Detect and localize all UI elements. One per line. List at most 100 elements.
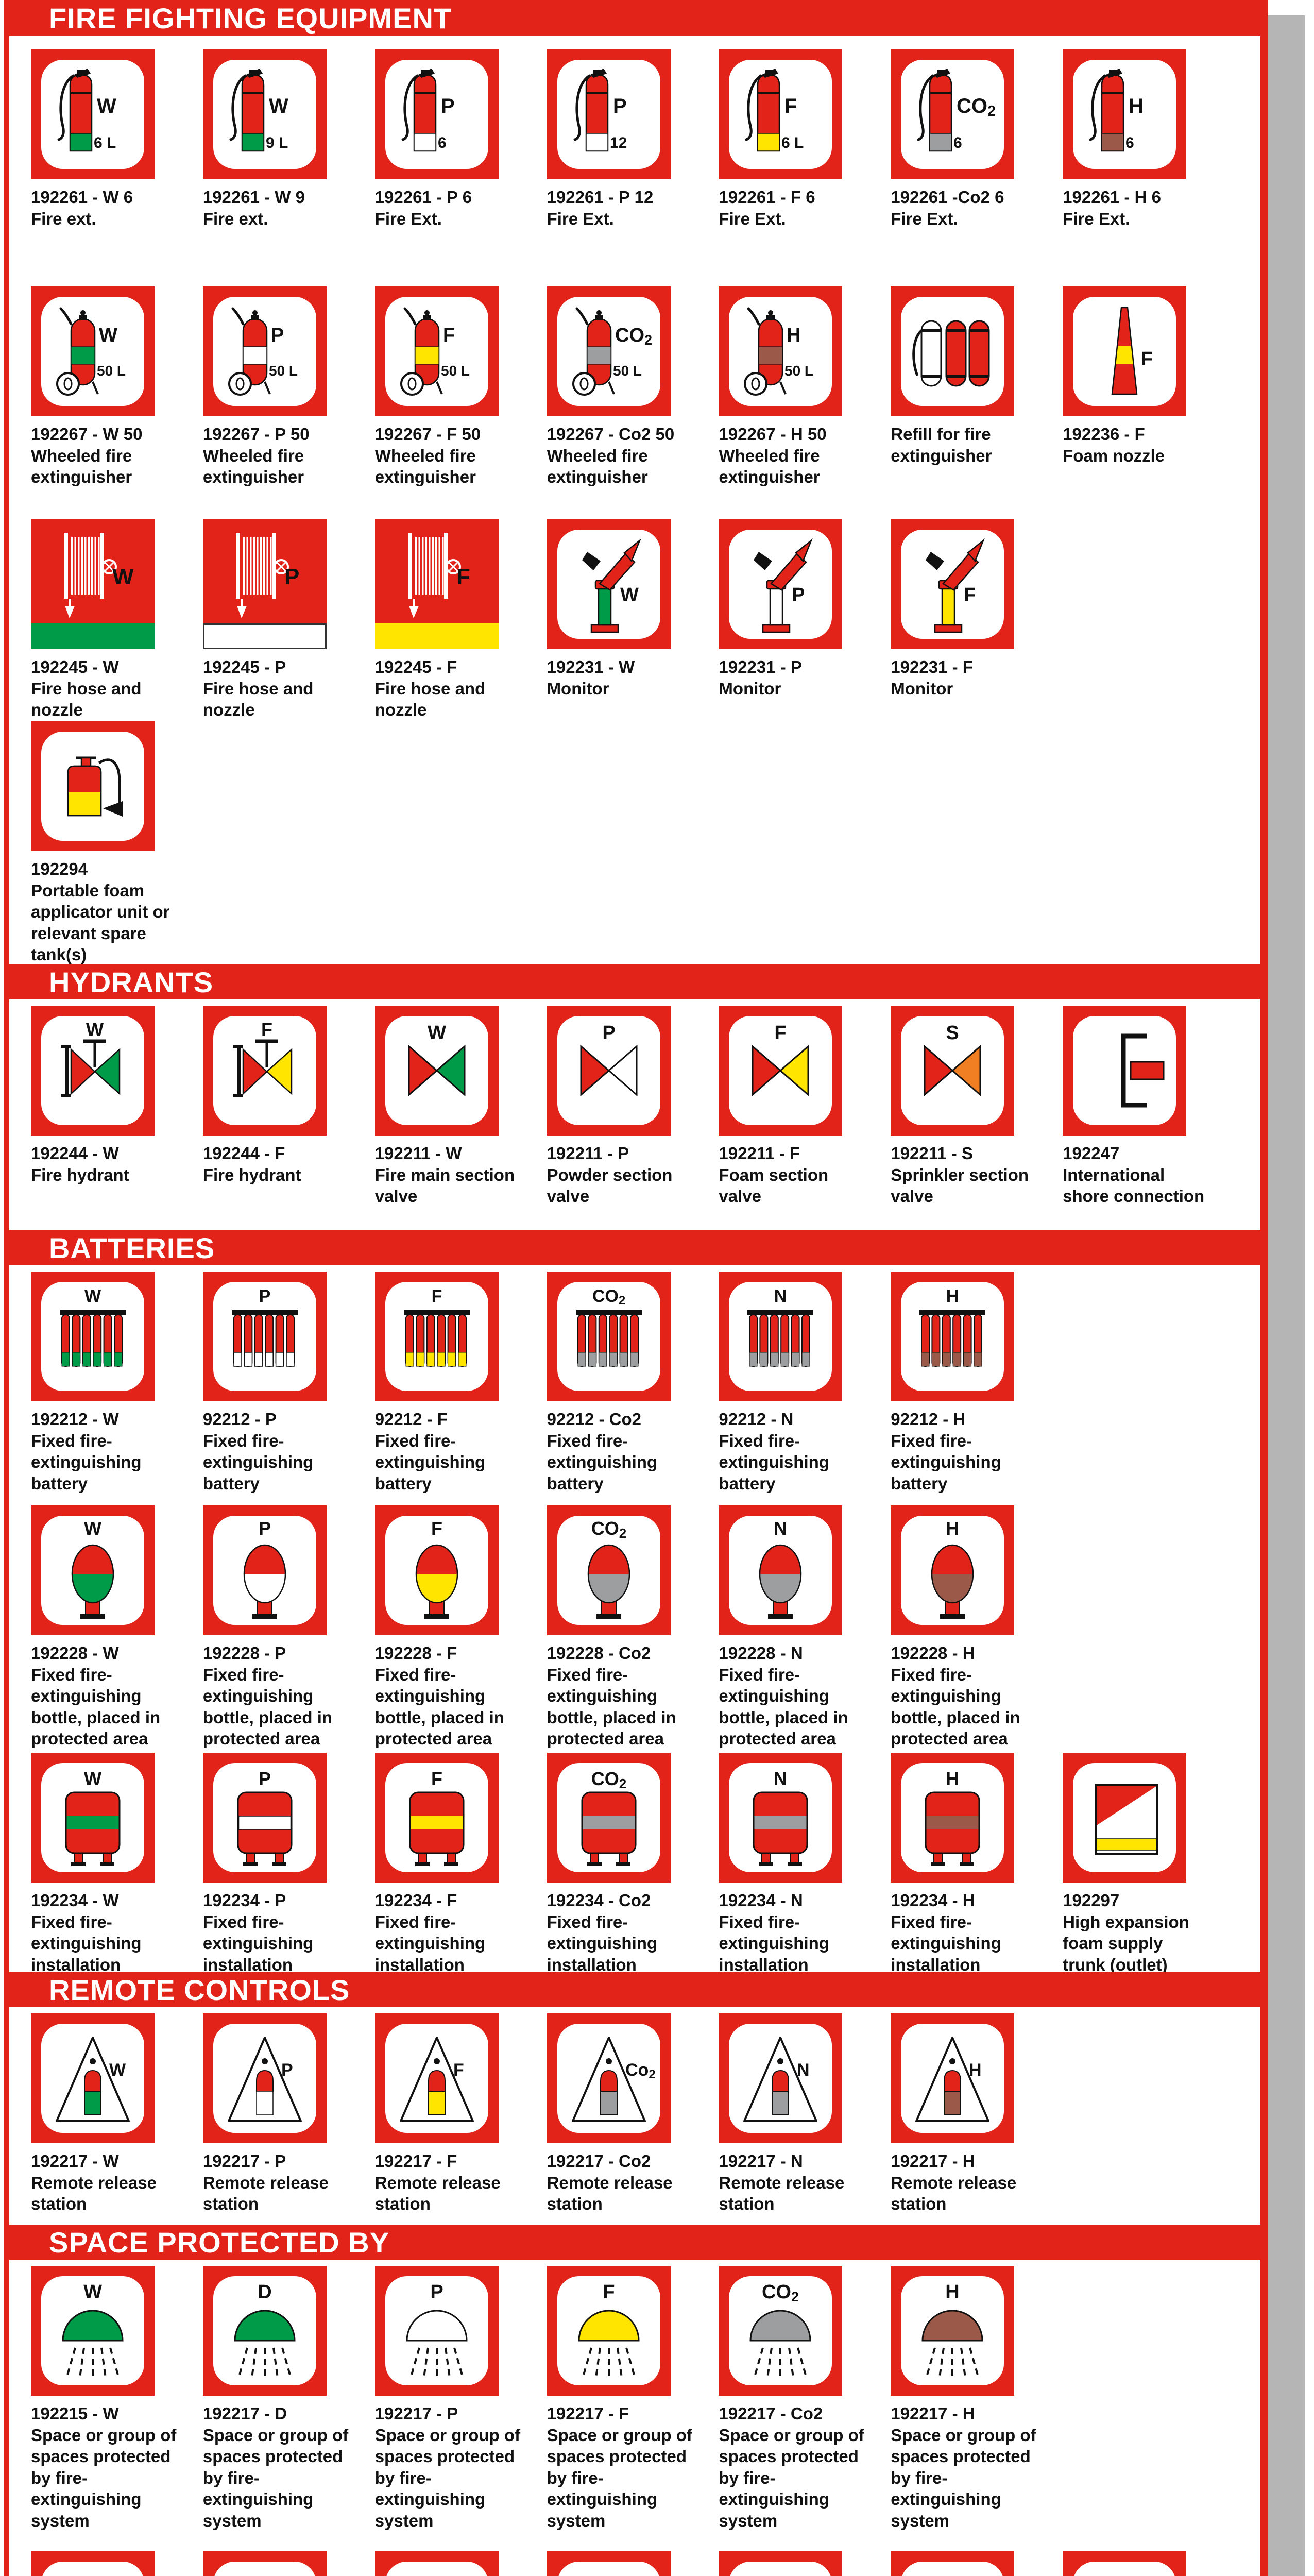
sign-face: W 9 L: [213, 60, 316, 169]
monitor-icon: W: [582, 538, 641, 633]
hose-agent-band: [31, 623, 155, 649]
equipment-item: F 192231 - F Monitor: [891, 519, 1063, 721]
item-label: 192211 - W Fire main section valve: [375, 1143, 522, 1207]
item-name: Remote release station: [202, 2173, 329, 2214]
item-label: 192217 - Co2 Space or group of spaces pr…: [719, 2403, 866, 2531]
remote-release-icon: F: [399, 2037, 474, 2122]
sign-face: W: [1073, 2562, 1176, 2576]
item-label: 192211 - P Powder section valve: [547, 1143, 694, 1207]
sign-face: H 6: [1073, 60, 1176, 169]
item-code: 92212 - P: [202, 1410, 277, 1429]
item-name: Fixed fire-extinguishing battery: [719, 1431, 829, 1493]
item-label: 192231 - W Monitor: [547, 656, 694, 699]
item-code: 192244 - W: [31, 1144, 119, 1163]
svg-text:H: H: [969, 2060, 982, 2080]
fog-pipe-icon: WM: [590, 2575, 623, 2576]
equipment-item: F 6 L 192261 - F 6 Fire Ext.: [719, 49, 891, 229]
equipment-item: W 192215 - W Space or group of spaces pr…: [31, 2266, 203, 2531]
item-code: 192261 - H 6: [1063, 188, 1161, 207]
equipment-item: W 192228 - W Fixed fire-extinguishing bo…: [31, 1505, 203, 1750]
item-label: 192245 - F Fire hose and nozzle: [375, 656, 522, 721]
equipment-item: W 192259 - W Water fog valve: [1063, 2551, 1235, 2576]
item-name: Fire Ext.: [1063, 209, 1130, 228]
sign-card: Co2: [547, 2013, 671, 2143]
item-code: 192234 - H: [891, 1891, 975, 1910]
svg-text:H: H: [946, 1518, 959, 1539]
sign-face: P: [213, 1516, 316, 1625]
equipment-item: W 6 L 192261 - W 6 Fire ext.: [31, 49, 203, 229]
item-code: 192231 - P: [719, 657, 802, 676]
item-label: 192261 - P 12 Fire Ext.: [547, 187, 694, 229]
sign-face: CO2: [729, 2276, 832, 2385]
sign-face: [901, 297, 1004, 406]
bottle-icon: F: [415, 1518, 458, 1619]
item-name: Fixed fire-extinguishing bottle, placed …: [547, 1665, 676, 1749]
equipment-item: W 192234 - W Fixed fire-extinguishing in…: [31, 1753, 203, 1975]
item-name: High expansion foam supply trunk (outlet…: [1063, 1912, 1189, 1974]
sign-face: P: [557, 1016, 660, 1125]
fog-pipe-icon: CO2: [933, 2575, 968, 2576]
item-name: Fixed fire-extinguishing installation: [891, 1912, 1001, 1974]
spray-valves-icon: [41, 2562, 144, 2576]
sign-card: W 50 L: [31, 286, 155, 416]
equipment-item: H 192217 - H Space or group of spaces pr…: [891, 2266, 1063, 2531]
item-label: 192234 - P Fixed fire-extinguishing inst…: [203, 1890, 350, 1975]
item-name: Space or group of spaces protected by fi…: [202, 2425, 349, 2530]
equipment-item: 192297 High expansion foam supply trunk …: [1063, 1753, 1235, 1975]
item-label: 192261 - W 6 Fire ext.: [31, 187, 178, 229]
item-code: 192234 - P: [202, 1891, 286, 1910]
item-label: 192228 - N Fixed fire-extinguishing bott…: [719, 1642, 866, 1750]
item-name: Remote release station: [547, 2173, 673, 2214]
sign-face: P: [213, 2024, 316, 2133]
item-label: 192267 - F 50 Wheeled fire extinguisher: [375, 423, 522, 488]
item-code: 192228 - P: [202, 1643, 286, 1663]
item-code: 192217 - D: [202, 2404, 287, 2423]
valve-icon: W: [408, 1022, 466, 1097]
hose-icon: W: [64, 533, 134, 618]
item-name: Fixed fire-extinguishing battery: [202, 1431, 314, 1493]
sign-face: F 50 L: [385, 297, 488, 406]
equipment-item: CO2 6 192261 -Co2 6 Fire Ext.: [891, 49, 1063, 229]
item-name: Wheeled fire extinguisher: [547, 446, 648, 487]
sign-face: P 6: [385, 60, 488, 169]
extinguisher-icon: W 9 L: [229, 69, 288, 152]
item-name: Fire Ext.: [547, 209, 614, 228]
sign-card: F: [374, 1753, 499, 1883]
equipment-row: W 192217 - W Remote release station P 19…: [5, 2013, 1260, 2215]
sign-face: W: [41, 1516, 144, 1625]
svg-text:6 L: 6 L: [781, 134, 804, 151]
fog-valve-icon: W: [1114, 2575, 1131, 2576]
sign-card: W: [31, 2013, 155, 2143]
remote-release-icon: W: [56, 2037, 130, 2122]
section-title: FIRE FIGHTING EQUIPMENT: [49, 2, 452, 35]
sign-face: H: [901, 1763, 1004, 1872]
item-label: 92212 - P Fixed fire-extinguishing batte…: [203, 1409, 350, 1494]
equipment-item: N 192217 - N Remote release station: [719, 2013, 891, 2215]
bottle-icon: CO2: [587, 1518, 630, 1619]
sign-card: W: [31, 2266, 155, 2396]
svg-text:F: F: [261, 1019, 272, 1040]
sign-card: P: [202, 1505, 327, 1635]
item-label: 192228 - P Fixed fire-extinguishing bott…: [203, 1642, 350, 1750]
equipment-item: H 6 192261 - H 6 Fire Ext.: [1063, 49, 1235, 229]
item-name: Fixed fire-extinguishing bottle, placed …: [719, 1665, 848, 1749]
sign-card: N: [719, 1505, 843, 1635]
item-code: 192261 - F 6: [719, 188, 815, 207]
item-label: 92212 - Co2 Fixed fire-extinguishing bat…: [547, 1409, 694, 1494]
item-name: International shore connection: [1063, 1165, 1205, 1206]
valve-icon: P: [580, 1022, 638, 1097]
equipment-row: W 192215 - W Space or group of spaces pr…: [5, 2266, 1260, 2531]
drop-shadow: [1268, 15, 1305, 2576]
sign-card: H: [891, 2013, 1015, 2143]
sign-card: F: [719, 1006, 843, 1136]
sign-face: P: [385, 2276, 488, 2385]
svg-text:CO2: CO2: [592, 1286, 625, 1308]
item-name: Fixed fire-extinguishing installation: [547, 1912, 658, 1974]
svg-text:50 L: 50 L: [269, 363, 298, 379]
sign-card: H: [891, 1505, 1015, 1635]
item-label: 192217 - W Remote release station: [31, 2150, 178, 2215]
installation-icon: CO2: [581, 1768, 637, 1866]
item-name: Fixed fire-extinguishing bottle, placed …: [891, 1665, 1020, 1749]
sign-card: H: [891, 1272, 1015, 1401]
svg-text:F: F: [964, 584, 976, 606]
